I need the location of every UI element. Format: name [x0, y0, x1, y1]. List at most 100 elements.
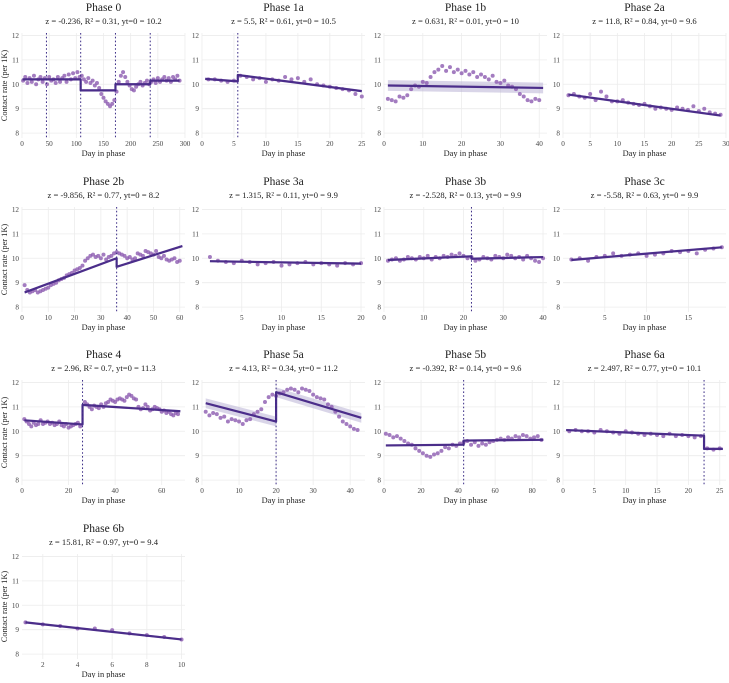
data-point: [475, 74, 480, 79]
x-tick-label: 0: [20, 314, 24, 322]
gridlines: [21, 33, 186, 138]
panel-subtitle: z = 2.96, R² = 0.7, yt=0 = 11.3: [51, 363, 155, 373]
data-point: [90, 78, 95, 83]
panel-title: Phase 5b: [445, 349, 486, 361]
x-axis-label: Day in phase: [262, 496, 306, 505]
data-point: [116, 79, 121, 84]
panel-phase-6b: Phase 6b z = 15.81, R² = 0.97, yt=0 = 9.4…: [0, 523, 186, 679]
data-point: [335, 263, 340, 268]
data-point: [237, 419, 242, 424]
data-point: [479, 72, 484, 77]
data-point: [175, 73, 180, 78]
y-tick-label: 10: [12, 602, 20, 610]
data-point: [263, 79, 268, 84]
data-point: [122, 398, 127, 403]
data-point: [44, 82, 49, 87]
x-tick-label: 10: [622, 487, 630, 495]
panel-subtitle: z = 1.315, R² = 0.11, yt=0 = 9.9: [229, 190, 338, 200]
x-tick-label: 2: [41, 661, 45, 669]
data-point: [439, 448, 444, 453]
data-point: [394, 434, 399, 439]
y-tick-label: 12: [374, 379, 382, 387]
panel-title: Phase 2a: [624, 2, 665, 14]
x-tick-label: 40: [112, 487, 120, 495]
x-axis-label: Day in phase: [82, 496, 126, 505]
panel-subtitle: z = -2.528, R² = 0.13, yt=0 = 9.9: [410, 190, 522, 200]
gridlines: [22, 554, 185, 659]
panel-subtitle: z = -0.236, R² = 0.31, yt=0 = 10.2: [45, 16, 161, 26]
data-point: [502, 78, 507, 83]
data-point: [401, 95, 406, 100]
x-tick-label: 10: [278, 314, 286, 322]
data-point: [172, 256, 177, 261]
data-point: [513, 434, 518, 439]
x-tick-label: 4: [76, 661, 80, 669]
x-tick-label: 10: [178, 661, 186, 669]
data-point: [493, 253, 498, 258]
x-tick-label: 5: [593, 487, 597, 495]
data-point: [40, 79, 45, 84]
panel-title: Phase 3a: [263, 176, 304, 188]
y-tick-label: 12: [374, 32, 382, 40]
data-point: [314, 395, 319, 400]
x-tick-label: 250: [152, 140, 163, 148]
x-tick-label: 30: [497, 140, 505, 148]
data-point: [432, 70, 437, 75]
gridlines: [21, 380, 185, 485]
data-point: [702, 106, 707, 111]
x-axis-label: Day in phase: [262, 149, 306, 158]
y-tick-label: 10: [553, 255, 561, 263]
data-point: [166, 76, 171, 81]
data-point: [599, 89, 604, 94]
data-point: [270, 392, 275, 397]
data-point: [469, 442, 474, 447]
data-point: [123, 74, 128, 79]
x-tick-label: 0: [382, 314, 386, 322]
data-point: [397, 94, 402, 99]
y-axis-label: Contact rate (per 1K): [0, 50, 9, 122]
x-tick-label: 20: [685, 487, 693, 495]
data-point: [177, 258, 182, 263]
data-point: [420, 79, 425, 84]
x-axis-label: Day in phase: [623, 323, 667, 332]
data-point: [203, 409, 208, 414]
data-point: [38, 74, 43, 79]
data-point: [413, 446, 418, 451]
data-point: [109, 253, 114, 258]
y-tick-label: 12: [553, 379, 561, 387]
data-point: [85, 256, 90, 261]
data-point: [498, 81, 503, 86]
data-points: [22, 392, 181, 430]
panel-phase-3b: Phase 3b z = -2.528, R² = 0.13, yt=0 = 9.…: [374, 176, 547, 332]
data-point: [467, 72, 472, 77]
y-tick-label: 10: [192, 428, 200, 436]
y-tick-label: 12: [553, 206, 561, 214]
x-axis-label: Day in phase: [623, 496, 667, 505]
y-tick-label: 8: [377, 304, 381, 312]
data-point: [494, 79, 499, 84]
data-point: [244, 418, 249, 423]
data-point: [159, 256, 164, 261]
gridlines: [201, 380, 365, 485]
x-tick-label: 25: [358, 140, 366, 148]
x-tick-label: 200: [125, 140, 136, 148]
y-tick-label: 11: [553, 56, 560, 64]
y-tick-label: 10: [553, 81, 561, 89]
y-tick-label: 10: [374, 81, 382, 89]
panel-subtitle: z = 2.497, R² = 0.77, yt=0 = 10.1: [588, 363, 701, 373]
panel-title: Phase 1b: [445, 2, 486, 14]
x-tick-label: 8: [145, 661, 149, 669]
y-tick-label: 11: [374, 56, 381, 64]
y-tick-label: 12: [12, 379, 20, 387]
data-point: [131, 88, 136, 93]
y-tick-label: 9: [15, 626, 19, 634]
data-point: [211, 410, 216, 415]
panel-phase-1a: Phase 1a z = 5.5, R² = 0.61, yt=0 = 10.5 8…: [192, 2, 366, 158]
x-tick-label: 15: [685, 314, 693, 322]
panel-phase-3c: Phase 3c z = -5.58, R² = 0.63, yt=0 = 9.9…: [553, 176, 726, 332]
panel-phase-2b: Phase 2b z = -9.856, R² = 0.77, yt=0 = 8.…: [0, 176, 185, 332]
y-tick-label: 11: [12, 230, 19, 238]
data-point: [457, 251, 462, 256]
data-point: [154, 248, 159, 253]
data-point: [483, 442, 488, 447]
